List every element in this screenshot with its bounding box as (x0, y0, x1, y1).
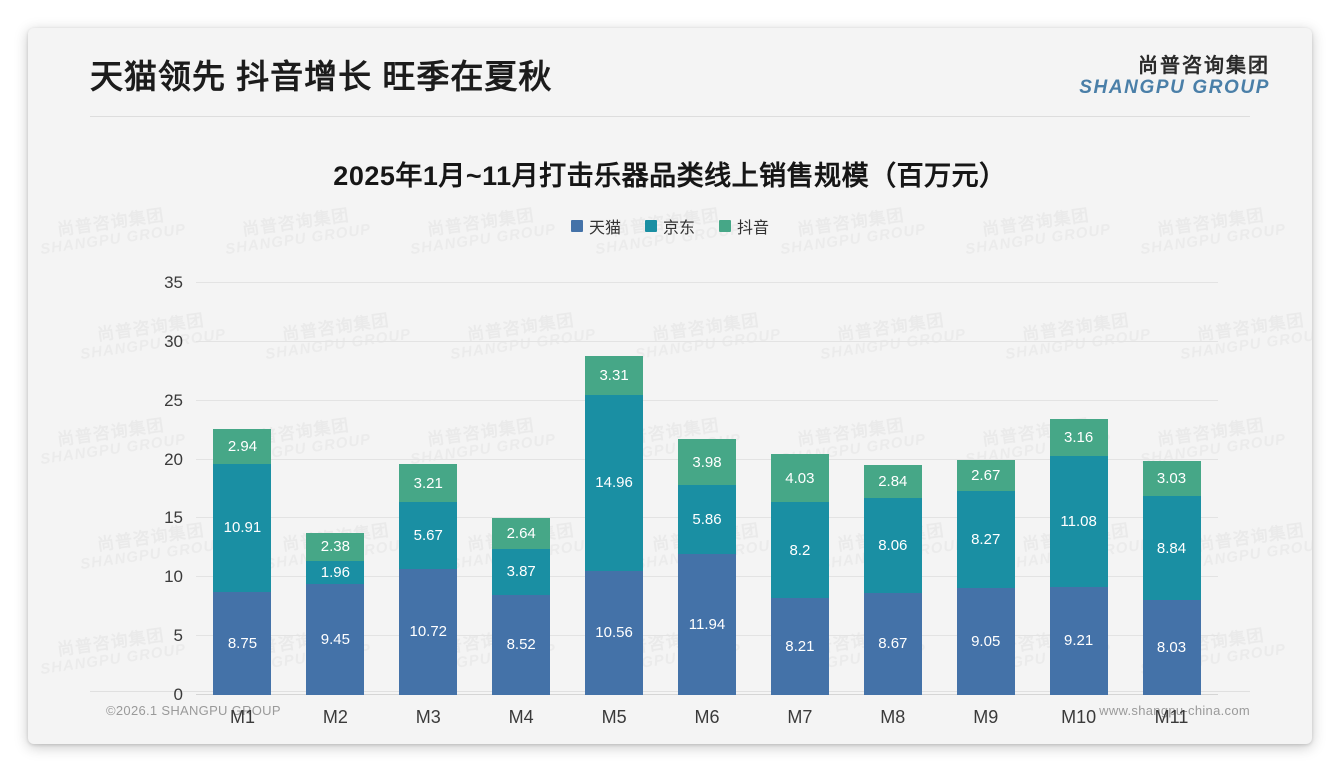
legend-swatch-icon (570, 220, 583, 232)
brand-logo-en: SHANGPU GROUP (1079, 77, 1270, 98)
bar-group[interactable]: 2.38 1.96 9.45 M2 (306, 283, 365, 727)
bar-segment-京东[interactable]: 11.08 (1049, 456, 1108, 587)
x-axis-tick-label: M11 (1154, 707, 1189, 727)
header-divider (90, 116, 1250, 117)
bar-segment-京东[interactable]: 8.27 (956, 491, 1015, 589)
y-axis-tick-label: 20 (164, 449, 183, 469)
legend-item-京东[interactable]: 京东 (644, 214, 695, 238)
bar-segment-抖音[interactable]: 2.94 (213, 428, 272, 464)
bar-segment-抖音[interactable]: 2.64 (492, 518, 551, 550)
bar-segment-京东[interactable]: 5.67 (399, 502, 458, 569)
bar-series-layer: 2.94 10.91 8.75 M1 2.38 1.96 9.45 M2 3.21 5.67 10.… (196, 283, 1218, 727)
bar-segment-抖音[interactable]: 2.84 (863, 464, 922, 499)
bar-segment-抖音[interactable]: 3.21 (399, 464, 458, 503)
bar-segment-天猫[interactable]: 8.03 (1142, 600, 1201, 695)
gridline (196, 340, 1218, 342)
bar-segment-抖音[interactable]: 2.38 (306, 532, 365, 561)
bar-segment-抖音[interactable]: 3.31 (585, 355, 644, 395)
bar-segment-天猫[interactable]: 9.45 (306, 583, 365, 695)
bar-group[interactable]: 3.16 11.08 9.21 M10 (1049, 283, 1108, 727)
page-title: 天猫领先 抖音增长 旺季在夏秋 (90, 58, 553, 95)
bar-segment-京东[interactable]: 14.96 (585, 394, 644, 571)
bar-segment-天猫[interactable]: 10.72 (399, 568, 458, 695)
brand-logo: 尚普咨询集团 SHANGPU GROUP (1079, 56, 1270, 98)
x-axis-tick-label: M6 (694, 707, 720, 727)
y-axis-tick-label: 35 (164, 273, 183, 292)
bar-segment-抖音[interactable]: 3.98 (677, 438, 736, 486)
bar-segment-抖音[interactable]: 3.03 (1142, 460, 1201, 497)
chart-plot-wrapper: 0 5 10 15 20 25 30 35 2.94 10.91 8.75 M1 2.38 1.96 9.… (28, 188, 1312, 744)
footer-website: www.shangpu-china.com (1099, 703, 1250, 718)
gridline (196, 282, 1218, 283)
bar-segment-天猫[interactable]: 10.56 (585, 570, 644, 695)
chart-title: 2025年1月~11月打击乐器品类线上销售规模（百万元） (333, 161, 1007, 191)
x-axis-tick-label: M7 (787, 707, 813, 727)
bar-segment-抖音[interactable]: 2.67 (956, 459, 1015, 492)
legend-item-天猫[interactable]: 天猫 (570, 214, 621, 238)
bar-segment-天猫[interactable]: 9.05 (956, 588, 1015, 695)
bar-segment-天猫[interactable]: 8.21 (770, 598, 829, 695)
bar-group[interactable]: 2.64 3.87 8.52 M4 (492, 283, 551, 727)
bar-group[interactable]: 3.03 8.84 8.03 M11 (1142, 283, 1201, 727)
x-axis-tick-label: M9 (973, 707, 999, 727)
bar-segment-京东[interactable]: 5.86 (677, 485, 736, 555)
legend-label: 京东 (662, 220, 695, 237)
bar-group[interactable]: 3.31 14.96 10.56 M5 (585, 283, 644, 727)
footer-copyright: ©2026.1 SHANGPU GROUP (106, 703, 281, 718)
bar-segment-京东[interactable]: 1.96 (306, 560, 365, 584)
x-axis-tick-label: M1 (229, 707, 255, 727)
footer-divider (90, 691, 1250, 692)
gridline (196, 399, 1218, 401)
x-axis-tick-label: M3 (415, 707, 441, 727)
slide-canvas: 天猫领先 抖音增长 旺季在夏秋 尚普咨询集团 SHANGPU GROUP 202… (28, 28, 1312, 744)
slide-header: 天猫领先 抖音增长 旺季在夏秋 尚普咨询集团 SHANGPU GROUP (28, 28, 1312, 116)
bar-segment-京东[interactable]: 10.91 (213, 463, 272, 592)
x-axis-tick-label: M5 (601, 707, 627, 727)
bar-group[interactable]: 3.21 5.67 10.72 M3 (399, 283, 458, 727)
y-axis-tick-label: 10 (164, 567, 183, 587)
bar-group[interactable]: 4.03 8.2 8.21 M7 (770, 283, 829, 727)
legend-item-抖音[interactable]: 抖音 (719, 214, 769, 238)
bar-segment-抖音[interactable]: 3.16 (1049, 418, 1108, 457)
bar-group[interactable]: 2.94 10.91 8.75 M1 (213, 283, 272, 727)
bar-segment-天猫[interactable]: 8.67 (863, 592, 922, 695)
bar-segment-天猫[interactable]: 8.52 (492, 594, 551, 695)
bar-group[interactable]: 3.98 5.86 11.94 M6 (677, 283, 736, 727)
bar-segment-天猫[interactable]: 9.21 (1049, 586, 1108, 695)
bar-segment-京东[interactable]: 8.2 (770, 501, 829, 599)
x-axis-tick-label: M8 (880, 707, 906, 727)
bar-segment-京东[interactable]: 3.87 (492, 549, 551, 595)
x-axis-tick-label: M2 (322, 707, 348, 727)
brand-logo-cn: 尚普咨询集团 (1138, 55, 1270, 77)
y-axis-tick-label: 5 (173, 626, 183, 646)
y-axis-tick-label: 0 (173, 685, 183, 704)
legend-swatch-icon (644, 220, 657, 232)
x-axis-tick-label: M10 (1061, 707, 1097, 727)
legend-label: 抖音 (737, 220, 770, 237)
bar-segment-抖音[interactable]: 4.03 (770, 454, 829, 502)
bar-segment-天猫[interactable]: 8.75 (213, 592, 272, 695)
legend-swatch-icon (719, 220, 731, 232)
y-axis-tick-label: 15 (164, 508, 183, 528)
bar-segment-京东[interactable]: 8.84 (1142, 496, 1201, 601)
bar-group[interactable]: 2.67 8.27 9.05 M9 (956, 283, 1015, 727)
chart-legend: 天猫 京东 抖音 (28, 214, 1312, 238)
x-axis-tick-label: M4 (508, 707, 534, 727)
y-axis-tick-label: 25 (164, 390, 183, 410)
legend-label: 天猫 (588, 220, 621, 237)
bar-group[interactable]: 2.84 8.06 8.67 M8 (863, 283, 922, 727)
bar-segment-京东[interactable]: 8.06 (863, 498, 922, 593)
bar-segment-天猫[interactable]: 11.94 (677, 554, 736, 695)
y-axis-tick-label: 30 (164, 331, 183, 351)
chart-plot-area: 0 5 10 15 20 25 30 35 2.94 10.91 8.75 M1 2.38 1.96 9.… (164, 273, 1218, 727)
